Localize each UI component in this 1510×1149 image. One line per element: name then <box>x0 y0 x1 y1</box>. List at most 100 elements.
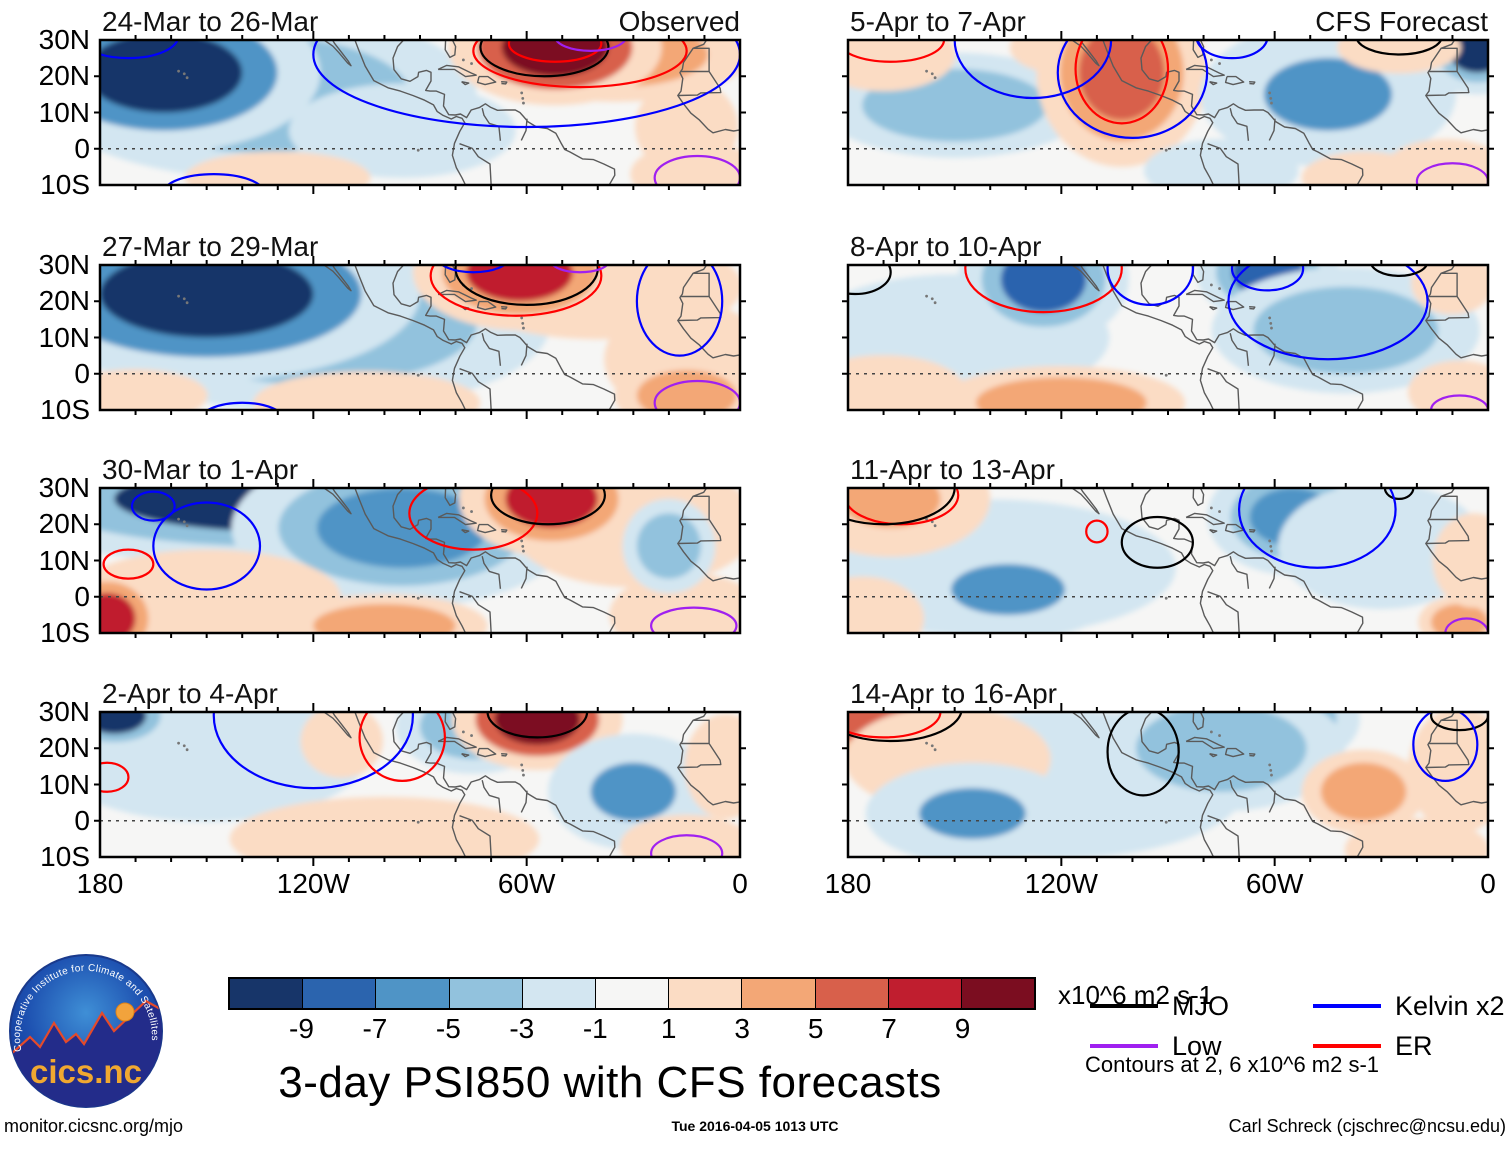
island-dot <box>925 69 928 73</box>
er-contour <box>429 265 603 317</box>
island-dot <box>470 734 473 737</box>
lat-tick-label: 0 <box>74 804 90 836</box>
low-contour <box>1415 162 1488 185</box>
island-dot <box>185 76 189 80</box>
anomaly-blob <box>466 265 573 302</box>
lon-tick-label: 60W <box>497 868 556 899</box>
island-dot <box>177 517 180 521</box>
mjo-contour <box>486 712 589 739</box>
lat-tick-label: 0 <box>74 357 90 389</box>
anomaly-blob <box>494 712 580 745</box>
er-contour <box>100 761 130 793</box>
panel-title: 8-Apr to 10-Apr <box>850 231 1042 262</box>
figure-title: 3-day PSI850 with CFS forecasts <box>278 1058 942 1107</box>
lon-tick-label: 60W <box>1245 868 1304 899</box>
footer-timestamp: Tue 2016-04-05 1013 UTC <box>671 1118 839 1134</box>
colorbar-tick-label: -5 <box>435 1013 461 1044</box>
island-dot <box>933 748 937 752</box>
island-dot <box>1269 321 1273 325</box>
anomaly-blob <box>505 488 598 528</box>
island-dot <box>182 72 186 76</box>
coastline <box>1071 488 1488 633</box>
anomaly-blob <box>951 564 1065 615</box>
er-contour <box>507 40 603 63</box>
island-dot <box>185 748 189 752</box>
mjo-contour <box>848 488 956 526</box>
anomaly-blob <box>1168 148 1275 185</box>
er-contour <box>408 488 539 551</box>
island-dot <box>1269 768 1273 772</box>
island-dot <box>930 744 934 748</box>
anomaly-blob <box>636 513 701 579</box>
lat-tick-label: 20N <box>38 732 90 764</box>
mjo-contour <box>1120 515 1194 569</box>
anomaly-blob <box>1264 58 1392 131</box>
island-dot <box>930 297 934 301</box>
lat-tick-label: 10S <box>40 841 90 872</box>
low-contour <box>1444 617 1488 633</box>
island-dot <box>522 773 525 777</box>
island-dot <box>1268 316 1272 320</box>
lat-tick-label: 10S <box>40 394 90 425</box>
panel-title: 24-Mar to 26-Mar <box>102 6 319 37</box>
island-dot <box>177 294 180 298</box>
island-dot <box>522 101 525 105</box>
island-dot <box>925 517 928 521</box>
anomaly-blob <box>288 381 445 410</box>
anomaly-blob <box>636 370 737 410</box>
kelvin-contour <box>1227 265 1429 361</box>
contour-levels-note: Contours at 2, 6 x10^6 m2 s-1 <box>1085 1052 1380 1077</box>
island-dot <box>416 596 420 600</box>
panel-title: 30-Mar to 1-Apr <box>102 454 299 485</box>
anomaly-blob <box>100 593 136 633</box>
er-contour <box>102 548 155 580</box>
island-dot <box>416 820 420 824</box>
er-contour <box>1085 519 1109 544</box>
anomaly-blob <box>1424 726 1488 814</box>
island-dot <box>1164 820 1168 824</box>
island-dot <box>1270 773 1273 777</box>
island-dot <box>461 730 465 734</box>
lat-tick-label: 10S <box>40 169 90 200</box>
lat-tick-label: 10S <box>40 617 90 648</box>
lon-tick-label: 180 <box>76 868 124 899</box>
island-dot <box>521 768 525 772</box>
kelvin-contour <box>635 265 724 357</box>
footer-author: Carl Schreck (cjschrec@ncsu.edu) <box>1228 1116 1506 1136</box>
colorbar-cell <box>741 979 815 1008</box>
island-dot <box>1268 539 1272 543</box>
lat-tick-label: 30N <box>38 24 90 55</box>
map-panel <box>94 703 746 866</box>
island-dot <box>1270 101 1273 105</box>
legend-label-low: Low <box>1172 1031 1222 1061</box>
anomaly-blob <box>1000 265 1087 313</box>
legend-label-er: ER <box>1395 1031 1433 1061</box>
colorbar-tick-label: -9 <box>289 1013 314 1044</box>
anomaly-blob <box>1320 762 1407 821</box>
anomaly-blob <box>1136 712 1307 792</box>
lat-tick-label: 10N <box>38 768 90 800</box>
kelvin-contour <box>440 265 506 274</box>
anomaly-blob <box>848 589 905 633</box>
island-dot <box>1209 730 1213 734</box>
anomaly-blob <box>1367 828 1467 857</box>
island-dot <box>1209 283 1213 287</box>
island-dot <box>177 69 180 73</box>
anomaly-blob <box>1424 265 1481 305</box>
island-dot <box>1218 510 1221 513</box>
anomaly-blob <box>100 377 186 410</box>
anomaly-blob <box>1424 370 1488 410</box>
coastline <box>323 40 740 185</box>
island-dot <box>470 510 473 513</box>
island-dot <box>925 294 928 298</box>
colorbar-tick-label: 1 <box>660 1013 677 1044</box>
island-dot <box>522 326 525 330</box>
colorbar-cell <box>448 979 522 1008</box>
anomaly-blob <box>697 730 740 803</box>
er-contour <box>358 712 446 782</box>
island-dot <box>1164 596 1168 600</box>
anomaly-blob <box>313 715 371 767</box>
anomaly-blob <box>100 40 243 113</box>
island-dot <box>416 373 420 377</box>
map-panel <box>842 256 1494 419</box>
